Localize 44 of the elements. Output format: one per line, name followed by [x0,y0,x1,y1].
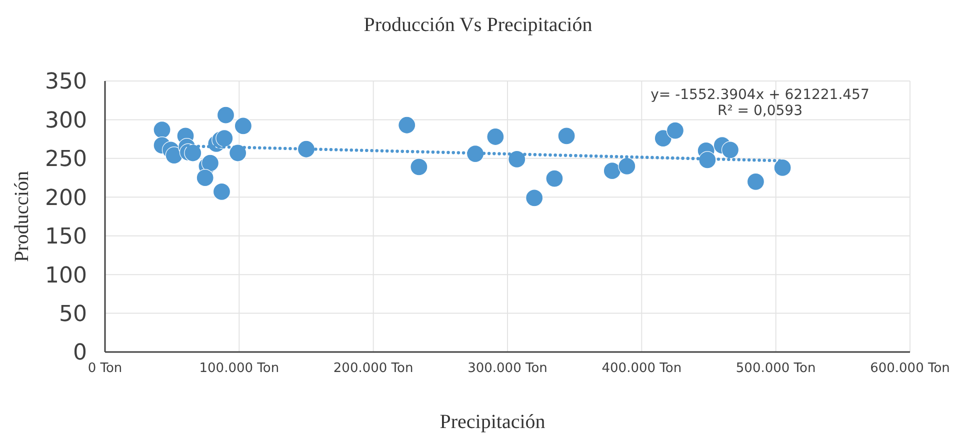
point [486,128,504,146]
point [229,144,247,162]
x-tick-label: 400.000 Ton [602,361,682,376]
point [196,168,214,187]
point [558,127,576,145]
annotation: y= -1552.3904x + 621221.457 [650,87,870,103]
x-axis-title: Precipitación [440,411,546,433]
point [184,144,202,162]
point [508,150,526,168]
x-tick-label: 200.000 Ton [333,361,414,376]
point [201,154,219,172]
x-tick-label: 0 Ton [88,361,122,376]
point [153,120,171,139]
point [546,170,564,188]
y-tick-label: 300 [45,108,87,134]
x-tick-label: 600.000 Ton [870,361,950,376]
chart-title: Producción Vs Precipitación [364,14,592,36]
point [410,158,428,176]
point [398,116,416,134]
y-tick-label: 50 [59,302,87,327]
x-tick-label: 500.000 Ton [736,361,816,376]
point [774,158,792,177]
point [212,182,231,201]
y-axis-title: Producción [11,170,33,262]
point [746,172,765,190]
point [165,146,183,164]
x-tick-label: 300.000 Ton [468,361,548,376]
y-tick-label: 0 [73,340,87,366]
y-tick-label: 350 [45,70,87,95]
y-tick-label: 250 [45,147,87,172]
point [234,117,252,135]
point [666,122,684,140]
y-tick-label: 200 [45,186,87,211]
point [603,162,621,180]
point [216,106,235,124]
x-tick-label: 100.000 Ton [199,361,280,376]
point [618,157,636,175]
annotation: R² = 0,0593 [718,103,802,119]
point [526,189,544,207]
point [721,141,740,159]
y-tick-label: 100 [45,263,87,288]
point [216,129,234,148]
point [654,129,672,148]
y-tick-label: 150 [45,224,87,250]
